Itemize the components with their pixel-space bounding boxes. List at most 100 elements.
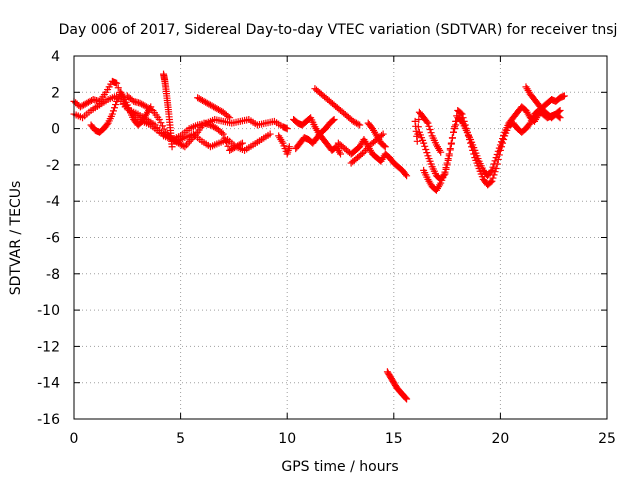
data-point bbox=[447, 139, 455, 147]
x-tick-label: 25 bbox=[598, 431, 616, 447]
data-point bbox=[238, 139, 246, 147]
data-point bbox=[453, 112, 461, 120]
data-point bbox=[488, 166, 496, 174]
data-point bbox=[155, 116, 163, 124]
data-point bbox=[422, 145, 430, 153]
data-point bbox=[113, 79, 121, 87]
data-point bbox=[222, 138, 230, 146]
data-point bbox=[500, 135, 508, 143]
x-tick-label: 0 bbox=[70, 431, 79, 447]
data-point bbox=[421, 142, 429, 150]
y-tick-label: -14 bbox=[37, 376, 60, 392]
data-point bbox=[108, 110, 116, 118]
data-point bbox=[182, 141, 190, 149]
data-point bbox=[462, 125, 470, 133]
y-tick-label: -4 bbox=[46, 194, 60, 210]
data-point bbox=[266, 130, 274, 138]
data-point bbox=[469, 146, 477, 154]
data-point bbox=[160, 125, 168, 133]
data-point bbox=[525, 121, 533, 129]
data-point bbox=[468, 143, 476, 151]
data-point bbox=[499, 139, 507, 147]
data-point bbox=[354, 120, 362, 128]
data-point bbox=[449, 128, 457, 136]
data-point bbox=[446, 145, 454, 153]
data-point bbox=[423, 118, 431, 126]
data-point bbox=[221, 134, 229, 142]
y-tick-label: -2 bbox=[46, 158, 60, 174]
data-point bbox=[493, 160, 501, 168]
data-point bbox=[458, 110, 466, 118]
data-point bbox=[330, 116, 338, 124]
y-tick-label: 2 bbox=[51, 85, 60, 101]
data-point bbox=[356, 121, 364, 129]
y-tick-label: -8 bbox=[46, 267, 60, 283]
x-tick-label: 10 bbox=[278, 431, 296, 447]
data-point bbox=[465, 135, 473, 143]
x-tick-label: 15 bbox=[385, 431, 403, 447]
data-point bbox=[441, 168, 449, 176]
data-point bbox=[442, 164, 450, 172]
data-point bbox=[103, 121, 111, 129]
data-point bbox=[402, 394, 410, 402]
data-point bbox=[487, 178, 495, 186]
data-point bbox=[403, 395, 411, 403]
data-point bbox=[337, 150, 344, 158]
data-point bbox=[109, 107, 117, 115]
y-tick-label: 0 bbox=[51, 122, 60, 138]
data-point bbox=[413, 137, 421, 145]
data-point bbox=[403, 172, 411, 180]
data-point bbox=[358, 150, 366, 158]
x-tick-label: 5 bbox=[176, 431, 185, 447]
data-point bbox=[556, 106, 564, 114]
data-point bbox=[448, 134, 456, 142]
data-point bbox=[219, 130, 227, 138]
x-axis-title: GPS time / hours bbox=[281, 459, 398, 475]
data-point bbox=[381, 143, 389, 151]
data-point bbox=[437, 148, 445, 156]
data-point bbox=[114, 84, 122, 92]
data-point bbox=[489, 163, 497, 171]
y-axis-title: SDTVAR / TECUs bbox=[8, 181, 24, 296]
data-layer bbox=[70, 70, 568, 403]
y-tick-label: 4 bbox=[51, 49, 60, 65]
data-point bbox=[414, 123, 422, 131]
data-point bbox=[420, 139, 428, 147]
data-point bbox=[452, 117, 460, 125]
y-tick-label: -12 bbox=[37, 339, 60, 355]
data-point bbox=[329, 116, 337, 124]
data-point bbox=[283, 125, 291, 133]
data-point bbox=[237, 140, 245, 148]
data-point bbox=[555, 107, 563, 115]
data-point bbox=[218, 129, 226, 137]
data-point bbox=[470, 150, 478, 158]
data-point bbox=[459, 114, 467, 122]
data-point bbox=[497, 143, 505, 151]
data-point bbox=[464, 132, 472, 140]
data-point bbox=[352, 119, 360, 127]
y-tick-label: -10 bbox=[37, 303, 60, 319]
data-point bbox=[168, 143, 176, 151]
data-point bbox=[158, 122, 166, 130]
data-point bbox=[423, 149, 431, 157]
data-point bbox=[488, 177, 496, 185]
data-point bbox=[226, 114, 234, 122]
data-point bbox=[443, 159, 451, 167]
data-point bbox=[424, 119, 432, 127]
data-point bbox=[380, 142, 388, 150]
data-point bbox=[415, 116, 423, 124]
data-point bbox=[460, 117, 468, 125]
data-point bbox=[179, 142, 187, 150]
data-point bbox=[556, 114, 564, 122]
data-point bbox=[147, 106, 155, 114]
data-point bbox=[224, 142, 232, 150]
data-point bbox=[495, 151, 503, 159]
y-tick-label: -6 bbox=[46, 231, 60, 247]
data-point bbox=[461, 121, 469, 129]
data-point bbox=[457, 109, 465, 117]
data-point bbox=[463, 128, 471, 136]
data-point bbox=[285, 143, 293, 151]
data-point bbox=[492, 165, 500, 173]
